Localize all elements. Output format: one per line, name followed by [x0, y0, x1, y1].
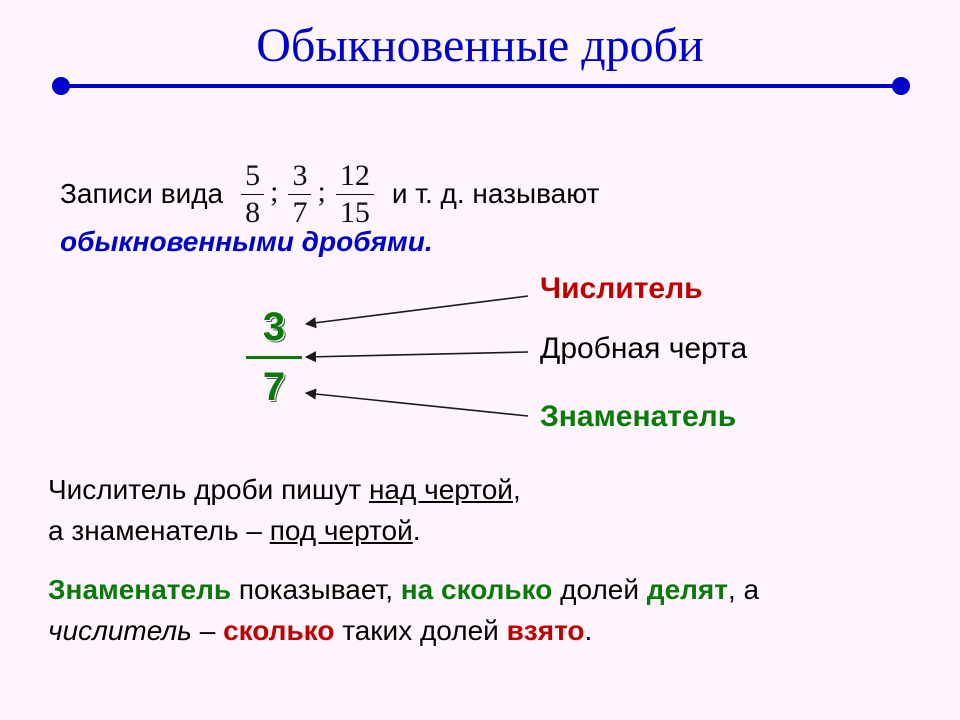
fraction-3-num: 12 [336, 160, 374, 192]
p2-t6: . [585, 615, 593, 646]
fraction-2-den: 7 [288, 197, 311, 229]
p2-i1: числитель [48, 615, 192, 646]
p2-g1: на сколько [401, 574, 553, 605]
label-fraction-bar: Дробная черта [540, 332, 747, 366]
paragraph-1: Числитель дроби пишут над чертой, а знам… [48, 470, 912, 551]
fraction-3: 12 15 [336, 160, 374, 229]
p2-t4: – [192, 615, 223, 646]
p1-t4: . [413, 515, 421, 546]
paragraph-2: Знаменатель показывает, на сколько долей… [48, 570, 912, 651]
p1-t1: Числитель дроби пишут [48, 474, 369, 505]
p2-r1: сколько [223, 615, 334, 646]
title-block: Обыкновенные дроби [0, 18, 960, 73]
intro-lead: Записи вида [60, 178, 223, 210]
example-fractions: 5 8 ; 3 7 ; 12 15 [241, 160, 374, 229]
p2-g2: делят [647, 574, 728, 605]
title-underline [60, 84, 900, 88]
p1-u1: над чертой [369, 474, 513, 505]
intro-line-1: Записи вида 5 8 ; 3 7 ; 12 15 и т. д. на… [60, 160, 900, 229]
label-numerator: Числитель [540, 272, 703, 306]
separator-1: ; [268, 175, 284, 209]
fraction-2-num: 3 [288, 160, 311, 192]
title-dot-left [52, 77, 70, 95]
page-title: Обыкновенные дроби [256, 19, 704, 72]
big-fraction-numerator: 3 [244, 305, 304, 350]
p1-u2: под чертой [270, 515, 413, 546]
p2-t3: , а [728, 574, 759, 605]
fraction-2-bar [288, 194, 311, 196]
fraction-1-den: 8 [241, 197, 264, 229]
p2-r2: взято [507, 615, 585, 646]
big-fraction-denominator: 7 [244, 365, 304, 410]
label-denominator: Знаменатель [540, 400, 736, 434]
p2-t1: показывает, [231, 574, 401, 605]
p2-b1: Знаменатель [48, 574, 231, 605]
intro-line-2: обыкновенными дробями. [60, 226, 433, 258]
p2-t2: долей [552, 574, 646, 605]
fraction-1-num: 5 [241, 160, 264, 192]
separator-2: ; [315, 175, 331, 209]
big-fraction: 3 7 [244, 305, 304, 410]
intro-tail: и т. д. называют [392, 178, 600, 210]
fraction-1-bar [241, 194, 264, 196]
title-dot-right [892, 77, 910, 95]
fraction-3-den: 15 [336, 197, 374, 229]
p2-t5: таких долей [334, 615, 506, 646]
fraction-1: 5 8 [241, 160, 264, 229]
p1-t3: а знаменатель – [48, 515, 270, 546]
p1-t2: , [513, 474, 521, 505]
term-common-fractions: обыкновенными дробями. [60, 226, 433, 257]
big-fraction-bar [246, 356, 302, 359]
fraction-3-bar [336, 194, 374, 196]
fraction-2: 3 7 [288, 160, 311, 229]
